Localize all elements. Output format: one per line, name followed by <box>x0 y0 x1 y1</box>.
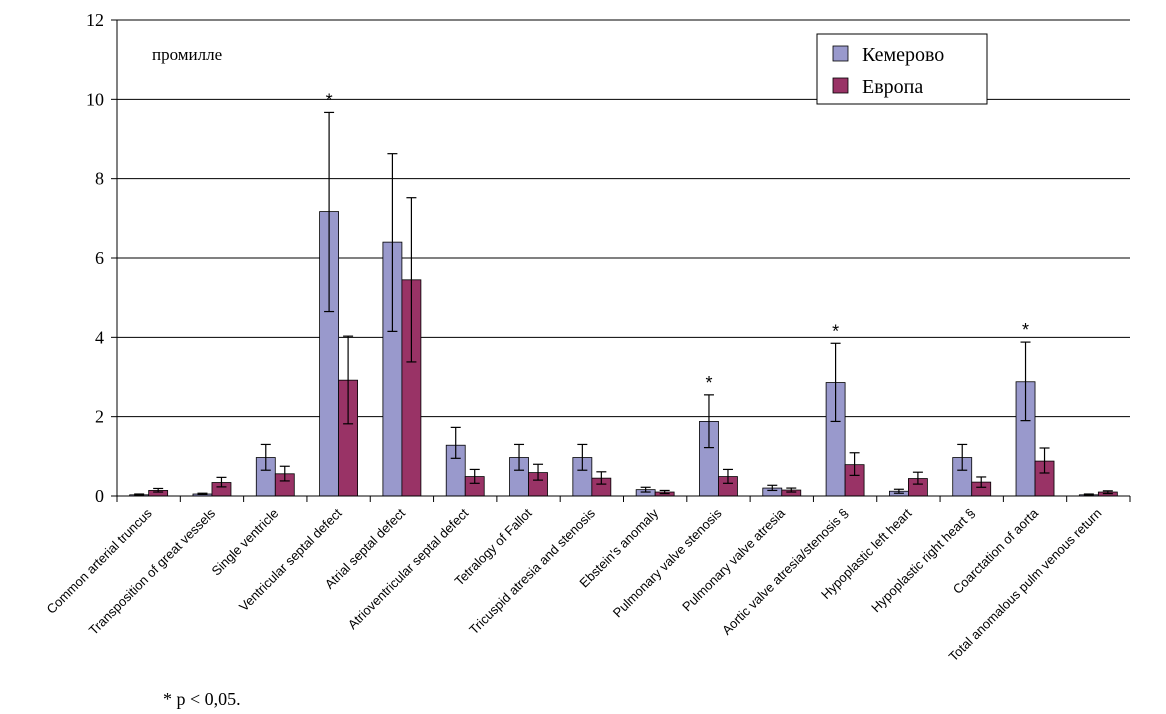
significance-star: * <box>1022 320 1029 340</box>
significance-markers: * * * * <box>326 90 1029 392</box>
error-bars <box>134 111 1113 496</box>
legend-label: Кемерово <box>862 44 944 66</box>
x-tick-label: Transposition of great vessels <box>86 505 219 638</box>
y-tick-label: 8 <box>95 169 104 189</box>
axes <box>116 20 1131 502</box>
legend-swatch <box>832 77 849 94</box>
y-tick-label: 10 <box>86 89 104 109</box>
x-tick-label: Pulmonary valve atresia <box>679 505 788 614</box>
y-tick-label: 0 <box>95 486 104 506</box>
x-tick-label: Aortic valve atresia/stenosis § <box>719 506 851 638</box>
x-tick-label: Hypoplastic right heart § <box>868 506 978 616</box>
legend: Кемерово Европа <box>816 33 988 105</box>
x-tick-label: Atrioventricular septal defect <box>345 505 472 632</box>
significance-star: * <box>326 90 333 110</box>
x-tick-label: Ventricular septal defect <box>236 505 345 614</box>
bars <box>129 211 1118 497</box>
footnote: * p < 0,05. <box>163 689 241 709</box>
y-tick-label: 2 <box>95 407 104 427</box>
x-tick-label: Common arterial truncus <box>44 505 156 617</box>
y-axis-ticks: 0 2 4 6 8 10 12 <box>86 10 117 506</box>
x-tick-label: Tricuspid atresia and stenosis <box>466 505 598 637</box>
significance-star: * <box>705 373 712 393</box>
unit-label: промилле <box>152 45 222 64</box>
gridlines <box>117 19 1130 418</box>
y-tick-label: 12 <box>86 10 104 30</box>
y-tick-label: 4 <box>95 327 104 347</box>
x-tick-label: Single ventricle <box>208 506 281 579</box>
legend-swatch <box>832 45 849 62</box>
y-tick-label: 6 <box>95 248 104 268</box>
x-tick-label: Pulmonary valve stenosis <box>610 505 725 620</box>
significance-star: * <box>832 321 839 341</box>
legend-label: Европа <box>862 76 923 98</box>
